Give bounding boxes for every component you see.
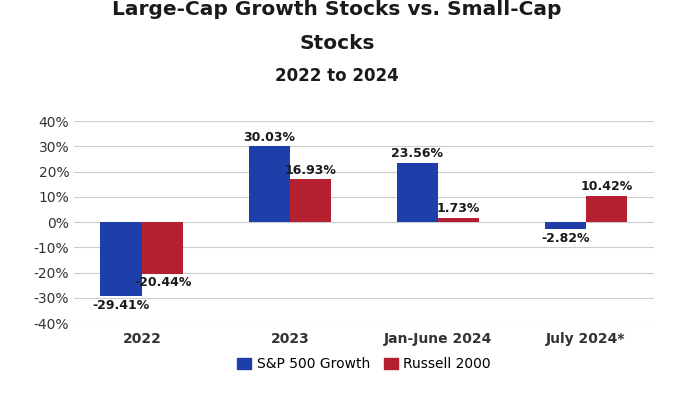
Bar	[100, 222, 142, 297]
Bar	[290, 179, 332, 222]
Text: 30.03%: 30.03%	[243, 131, 295, 144]
Text: -20.44%: -20.44%	[134, 276, 191, 289]
Text: -2.82%: -2.82%	[541, 232, 590, 245]
Bar	[396, 163, 438, 222]
Legend: S&P 500 Growth, Russell 2000: S&P 500 Growth, Russell 2000	[232, 352, 496, 377]
Text: 1.73%: 1.73%	[437, 202, 481, 215]
Bar	[249, 146, 290, 222]
Text: Large-Cap Growth Stocks vs. Small-Cap: Large-Cap Growth Stocks vs. Small-Cap	[113, 0, 561, 19]
Bar	[438, 218, 479, 222]
Text: 10.42%: 10.42%	[580, 180, 633, 194]
Text: 23.56%: 23.56%	[391, 147, 443, 160]
Text: 16.93%: 16.93%	[284, 164, 336, 177]
Bar	[142, 222, 183, 274]
Bar	[586, 196, 627, 222]
Text: Stocks: Stocks	[299, 34, 375, 53]
Bar	[545, 222, 586, 229]
Text: 2022 to 2024: 2022 to 2024	[275, 67, 399, 85]
Text: -29.41%: -29.41%	[92, 299, 150, 312]
